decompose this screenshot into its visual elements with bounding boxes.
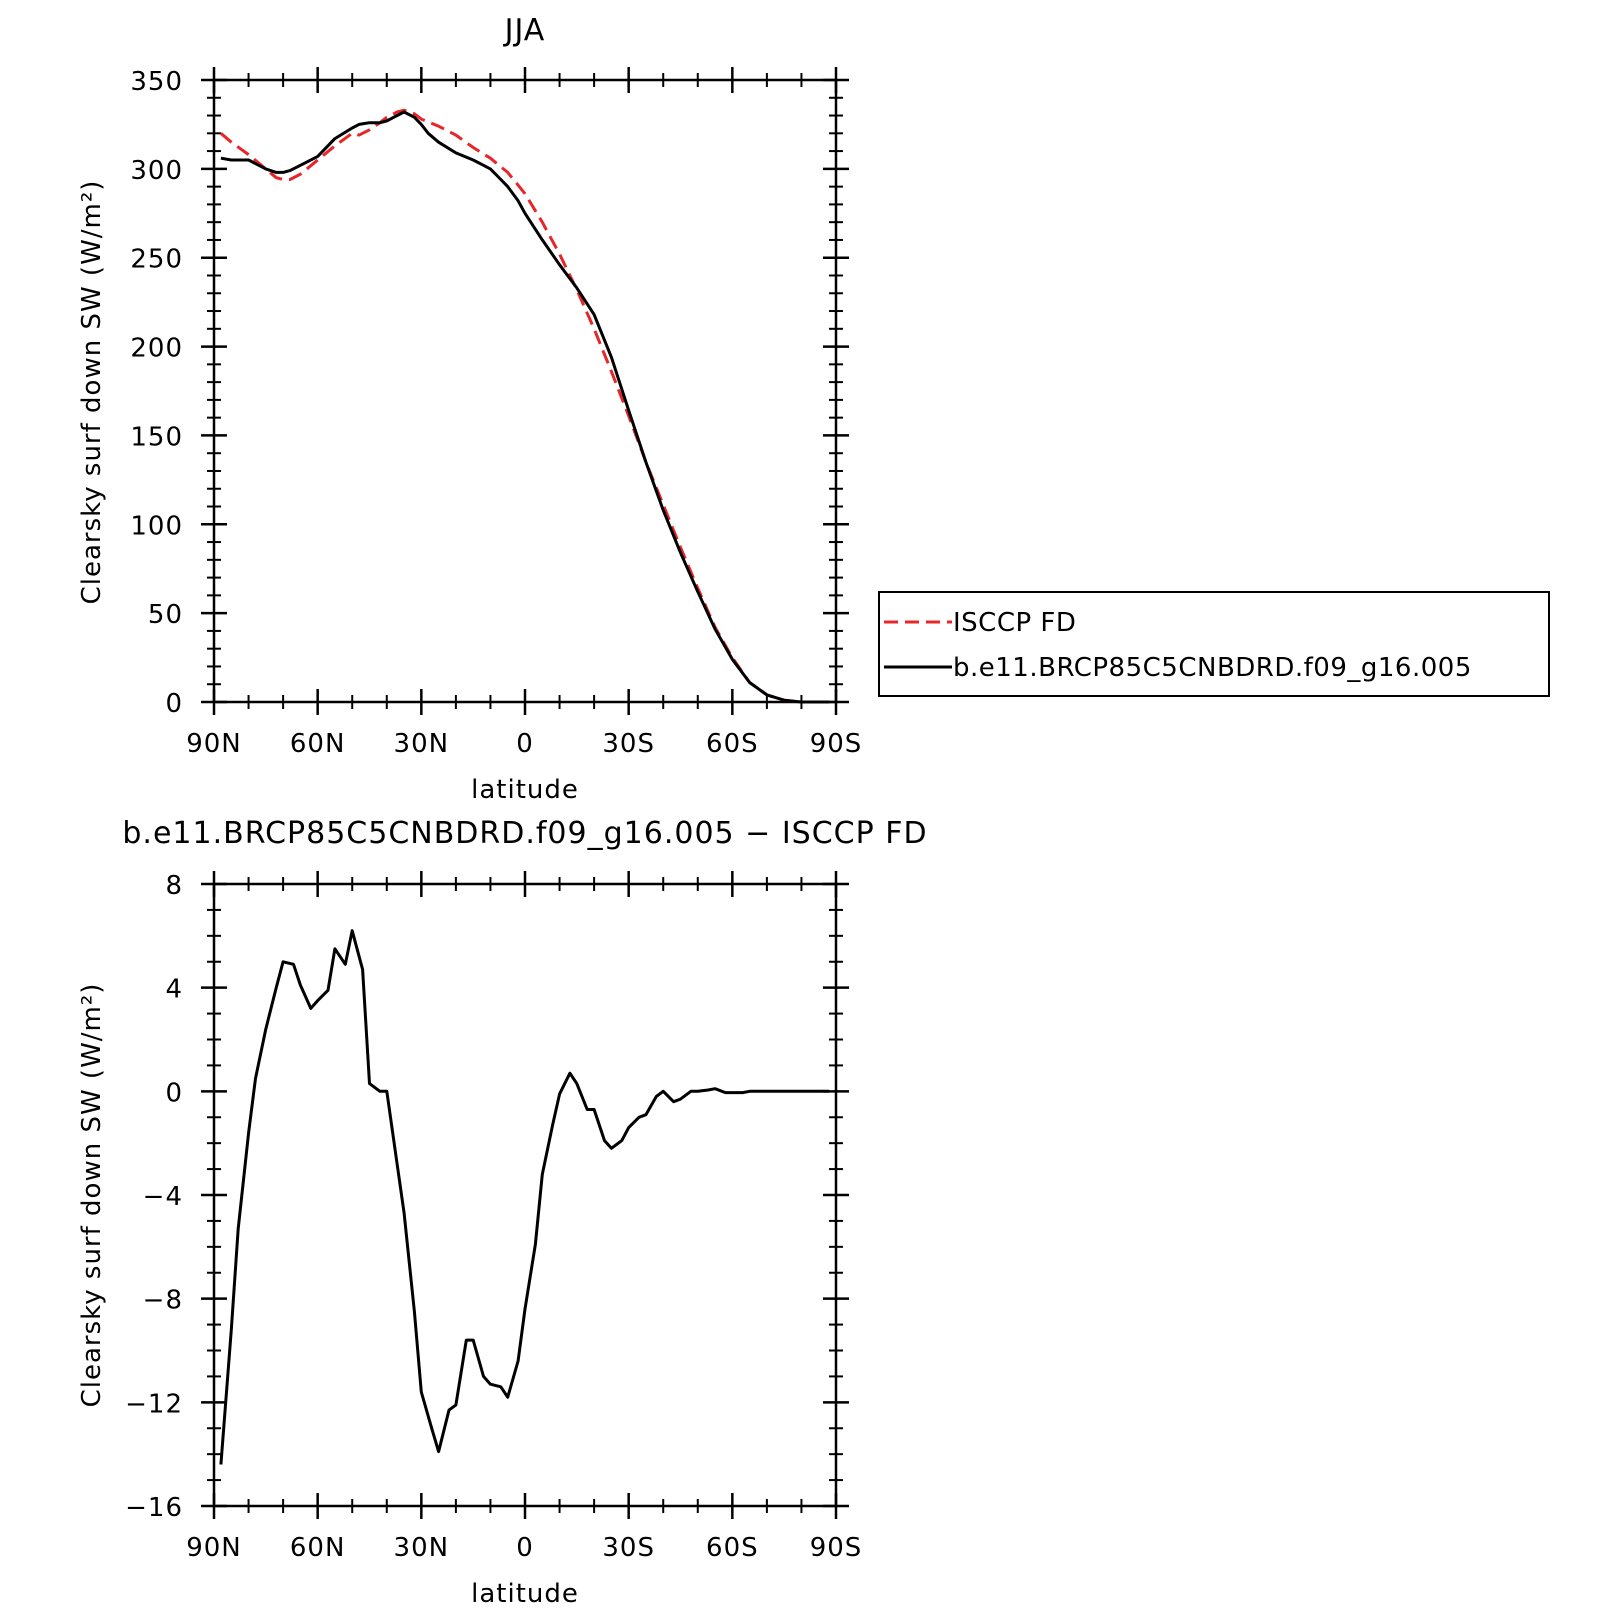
bottom-ytick-label: −8 <box>143 1286 183 1316</box>
top-panel: JJA 90N 60N 30N 0 30S 60S 90S 0 50 100 150 200 250 30… <box>77 13 863 805</box>
bottom-xtick-label: 90N <box>186 1533 242 1563</box>
bottom-xtick-label: 30S <box>602 1533 655 1563</box>
top-ytick-label: 50 <box>148 600 183 630</box>
top-series <box>219 108 830 704</box>
bottom-ytick-label: −12 <box>125 1389 183 1419</box>
legend-box <box>878 591 1550 697</box>
top-xaxis-title: latitude <box>471 775 579 805</box>
bottom-panel: b.e11.BRCP85C5CNBDRD.f09_g16.005 − ISCCP… <box>77 816 927 1608</box>
top-xtick-label: 30N <box>394 729 450 759</box>
top-xtick-label: 90N <box>186 729 242 759</box>
bottom-xtick-label: 90S <box>810 1533 863 1563</box>
bottom-plot-frame <box>212 882 838 1508</box>
bottom-ticks: 90N 60N 30N 0 30S 60S 90S −16 −12 −8 −4 0 4 8 <box>125 871 863 1563</box>
legend-label-isccp-fd: ISCCP FD <box>953 608 1076 638</box>
top-yaxis-title: Clearsky surf down SW (W/m²) <box>77 180 107 605</box>
bottom-ytick-label: −16 <box>125 1493 183 1523</box>
bottom-xtick-label: 30N <box>394 1533 450 1563</box>
top-ytick-label: 0 <box>165 689 183 719</box>
bottom-yaxis-title: Clearsky surf down SW (W/m²) <box>77 983 107 1408</box>
legend-label-model: b.e11.BRCP85C5CNBDRD.f09_g16.005 <box>953 653 1472 683</box>
bottom-xtick-label: 60S <box>706 1533 759 1563</box>
top-axes-frame <box>212 78 838 704</box>
bottom-xtick-label: 60N <box>290 1533 346 1563</box>
bottom-ytick-label: 0 <box>165 1078 183 1108</box>
bottom-xtick-label: 0 <box>516 1533 534 1563</box>
top-xtick-label: 0 <box>516 729 534 759</box>
top-xtick-label: 90S <box>810 729 863 759</box>
legend: ISCCP FD b.e11.BRCP85C5CNBDRD.f09_g16.00… <box>878 591 1550 697</box>
top-ytick-label: 300 <box>130 156 183 186</box>
top-series-line-0 <box>219 108 830 704</box>
top-xtick-label: 30S <box>602 729 655 759</box>
bottom-xaxis-title: latitude <box>471 1579 579 1608</box>
top-series-line-1 <box>220 110 830 704</box>
bottom-ytick-label: 4 <box>165 975 183 1005</box>
top-panel-title: JJA <box>503 13 546 48</box>
bottom-ytick-label: −4 <box>143 1182 183 1212</box>
bottom-ytick-label: 8 <box>165 871 183 901</box>
bottom-axes-frame <box>212 882 838 1508</box>
top-plot-frame <box>212 78 838 704</box>
top-ytick-label: 250 <box>130 245 183 275</box>
top-xtick-label: 60S <box>706 729 759 759</box>
top-ytick-label: 350 <box>130 67 183 97</box>
bottom-series-line-0 <box>219 929 830 1465</box>
top-ticks: 90N 60N 30N 0 30S 60S 90S 0 50 100 150 200 250 300 350 <box>130 67 863 759</box>
top-ytick-label: 200 <box>130 334 183 364</box>
top-xtick-label: 60N <box>290 729 346 759</box>
top-ytick-label: 100 <box>130 511 183 541</box>
bottom-series <box>219 929 830 1465</box>
bottom-panel-title: b.e11.BRCP85C5CNBDRD.f09_g16.005 − ISCCP… <box>122 816 927 851</box>
top-ytick-label: 150 <box>130 422 183 452</box>
